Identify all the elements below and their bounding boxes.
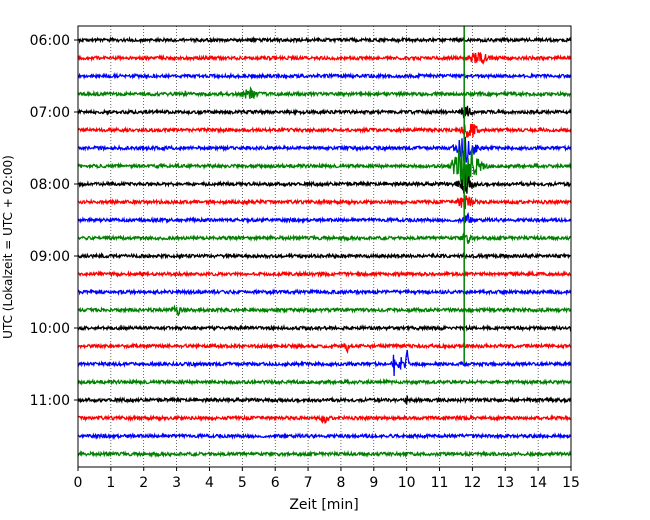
- x-tick-label-10: 10: [398, 475, 416, 491]
- trace-row-0945: [78, 304, 571, 316]
- y-tick-label-1: 07:00: [30, 105, 70, 121]
- trace-row-0845: [78, 230, 571, 245]
- x-tick-label-13: 13: [496, 475, 514, 491]
- x-tick-label-15: 15: [562, 475, 580, 491]
- x-axis-label: Zeit [min]: [289, 497, 358, 513]
- trace-row-1130: [78, 432, 571, 441]
- trace-row-0930: [78, 287, 571, 296]
- trace-row-1100: [78, 395, 571, 405]
- x-axis-ticks: 0 1 2 3 4 5 6 7 8 9 10 11 12 13 14 15: [74, 467, 580, 491]
- traces: [78, 26, 571, 459]
- trace-row-0900: [78, 251, 571, 261]
- trace-row-1045: [78, 378, 571, 387]
- trace-row-1000: [78, 323, 571, 333]
- trace-row-0615: [78, 51, 571, 65]
- trace-row-0730: [78, 136, 571, 163]
- trace-row-0715: [78, 123, 571, 138]
- y-tick-label-5: 11:00: [30, 393, 70, 409]
- x-tick-label-14: 14: [529, 475, 547, 491]
- trace-row-0600: [78, 35, 571, 45]
- y-tick-label-3: 09:00: [30, 249, 70, 265]
- x-tick-label-4: 4: [205, 475, 214, 491]
- x-tick-label-9: 9: [369, 475, 378, 491]
- x-tick-label-12: 12: [463, 475, 481, 491]
- trace-row-0815: [78, 195, 571, 210]
- trace-row-0830: [78, 211, 571, 225]
- trace-row-0915: [78, 269, 571, 279]
- x-tick-label-1: 1: [106, 475, 115, 491]
- trace-row-1015: [78, 342, 571, 355]
- trace-row-0630: [78, 71, 571, 80]
- x-tick-label-2: 2: [139, 475, 148, 491]
- trace-row-1145: [78, 449, 571, 459]
- y-tick-label-4: 10:00: [30, 321, 70, 337]
- y-tick-label-2: 08:00: [30, 177, 70, 193]
- y-axis-ticks: 06:00 07:00 08:00 09:00 10:00 11:00: [30, 33, 78, 409]
- x-tick-label-11: 11: [431, 475, 449, 491]
- x-tick-label-5: 5: [238, 475, 247, 491]
- x-tick-label-8: 8: [336, 475, 345, 491]
- x-tick-label-7: 7: [304, 475, 313, 491]
- plot-frame: [77, 25, 572, 468]
- trace-row-1115: [78, 413, 571, 424]
- x-tick-label-0: 0: [74, 475, 83, 491]
- trace-row-0700: [78, 105, 571, 119]
- trace-row-0745: [78, 144, 571, 189]
- trace-row-0645: [78, 85, 571, 100]
- x-tick-label-3: 3: [172, 475, 181, 491]
- y-axis-label: UTC (Lokalzeit = UTC + 02:00): [1, 155, 15, 339]
- x-tick-label-6: 6: [271, 475, 280, 491]
- trace-row-1030: [78, 349, 571, 377]
- trace-row-0800: [78, 174, 571, 194]
- y-tick-label-0: 06:00: [30, 33, 70, 49]
